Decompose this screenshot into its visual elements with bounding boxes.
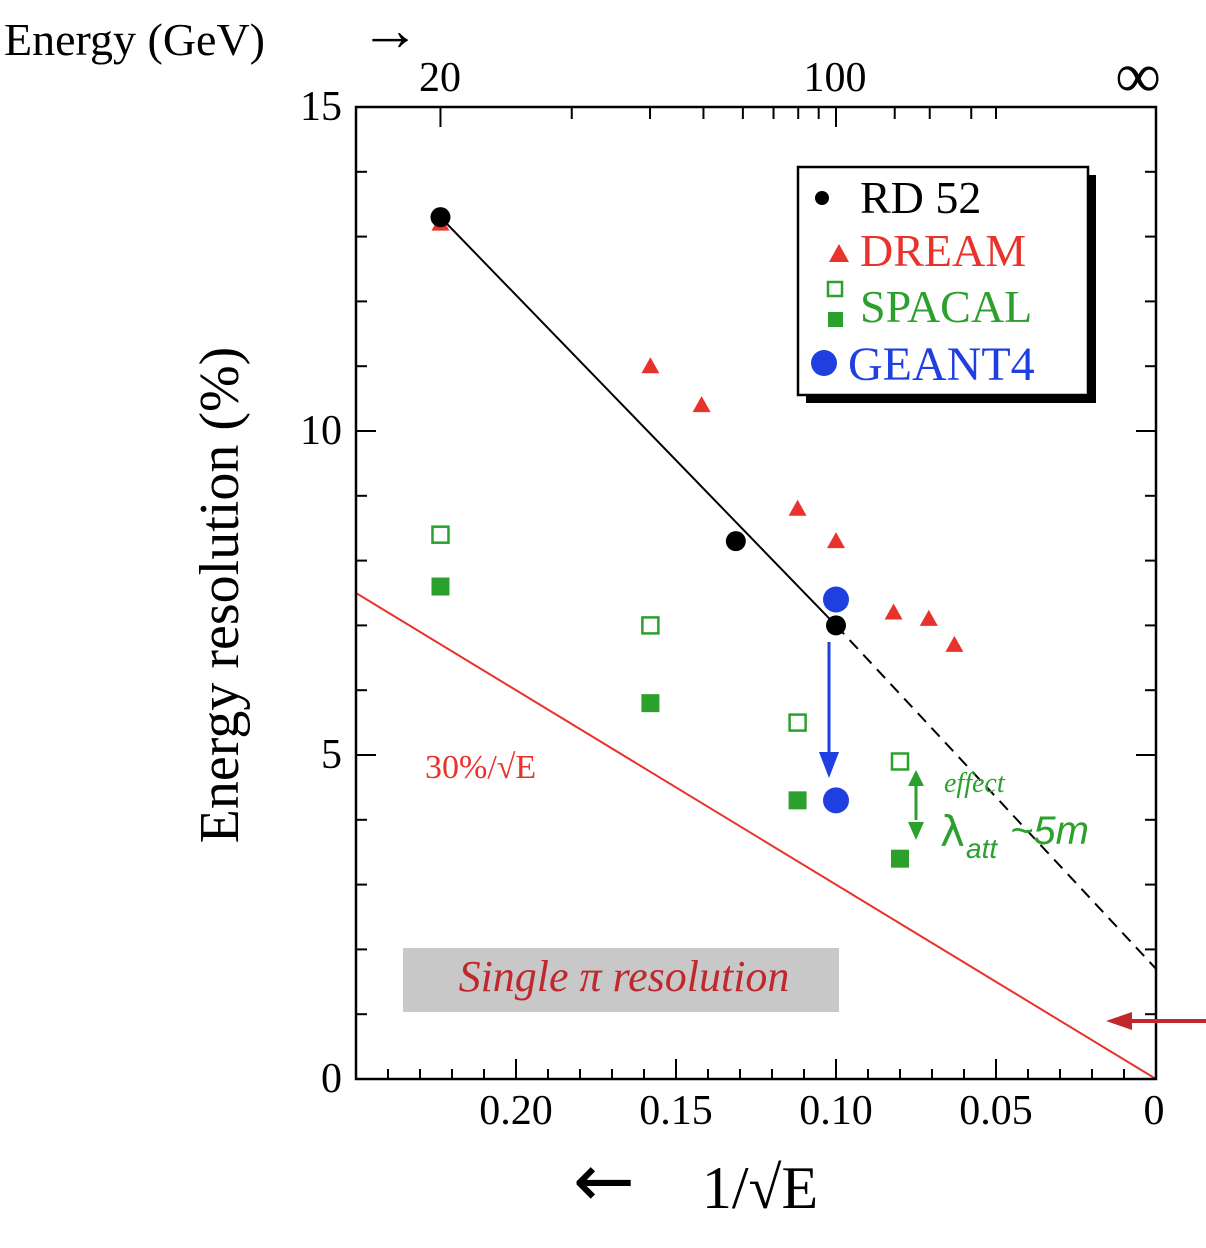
y-tick-label: 5	[321, 732, 342, 778]
dream-point	[884, 603, 903, 620]
dream-point	[919, 609, 938, 626]
lines-layer	[356, 216, 1156, 1079]
top-tick-label: 100	[804, 55, 867, 101]
x-tick-label: 0.10	[799, 1088, 873, 1134]
spacal-filled-point	[641, 694, 660, 713]
x-tick-label: 0.15	[639, 1088, 713, 1134]
x-axis-title: 1/√E	[702, 1155, 818, 1221]
geant4-point	[823, 586, 849, 613]
x-tick-labels: 0.20 0.15 0.10 0.05 0	[479, 1088, 1164, 1134]
legend-rd52-marker	[815, 191, 829, 205]
markers-layer	[430, 207, 964, 868]
y-tick-label: 0	[321, 1056, 342, 1102]
fit-line-solid	[439, 216, 837, 627]
spacal-filled-point	[891, 849, 909, 868]
legend-geant4-label: GEANT4	[848, 338, 1035, 391]
legend-box	[796, 165, 1090, 397]
dream-point	[788, 499, 807, 516]
x-tick-label: 0	[1144, 1088, 1165, 1134]
x-tick-label: 0.05	[959, 1088, 1033, 1134]
legend-rd52-label: RD 52	[860, 172, 981, 223]
spacal-open-point	[641, 616, 660, 635]
legend: RD 52 DREAM SPACAL GEANT4	[796, 165, 1096, 403]
top-axis: Energy (GeV) → 20 100 ∞	[4, 0, 1161, 111]
x-tick-label: 0.20	[479, 1088, 553, 1134]
spacal-open-point	[431, 525, 450, 544]
y-axis-title: Energy resolution (%)	[189, 347, 251, 844]
dream-point	[827, 532, 845, 549]
spacal-filled-point	[431, 577, 450, 596]
lambda-subscript: att	[966, 833, 998, 864]
lambda-value: ~5m	[1010, 809, 1089, 853]
reference-line-label: 30%/√E	[425, 749, 536, 786]
top-axis-arrow: →	[360, 0, 420, 63]
x-axis-arrow: ←	[573, 1138, 635, 1224]
spacal-open-point	[890, 752, 910, 771]
single-pi-box	[403, 948, 839, 1012]
plot-frame	[354, 105, 1158, 1081]
geant4-arrow	[819, 642, 839, 778]
attenuation-arrow	[908, 770, 924, 840]
spacal-open-point	[788, 713, 807, 732]
y-tick-label: 15	[300, 84, 342, 130]
y-tick-labels: 0 5 10 15	[300, 84, 342, 1102]
rd52-point	[725, 531, 746, 552]
fit-line-dashed	[835, 624, 1156, 970]
lambda-symbol: λ	[940, 807, 965, 856]
reference-line	[356, 592, 1156, 1079]
dream-point	[641, 357, 660, 374]
rd52-point	[826, 615, 846, 636]
single-pi-label: Single π resolution	[459, 952, 790, 1001]
legend-spacal-label: SPACAL	[860, 281, 1032, 332]
rd52-point	[430, 207, 451, 228]
ticks-layer	[355, 106, 1157, 1080]
effect-label: effect	[944, 768, 1006, 799]
top-axis-label: Energy (GeV)	[4, 14, 265, 65]
legend-spacal-filled-marker	[828, 312, 843, 327]
dream-point	[945, 635, 964, 652]
spacal-filled-point	[788, 791, 807, 810]
side-arrow	[1106, 1012, 1206, 1030]
dream-point	[692, 396, 711, 413]
legend-dream-label: DREAM	[860, 225, 1026, 276]
geant4-point	[823, 787, 849, 814]
legend-geant4-marker	[811, 350, 837, 376]
legend-dream-marker	[829, 244, 849, 262]
top-tick-label: 20	[419, 55, 461, 101]
y-tick-label: 10	[300, 408, 342, 454]
legend-spacal-open-marker	[826, 280, 844, 298]
top-tick-label: ∞	[1115, 40, 1161, 111]
